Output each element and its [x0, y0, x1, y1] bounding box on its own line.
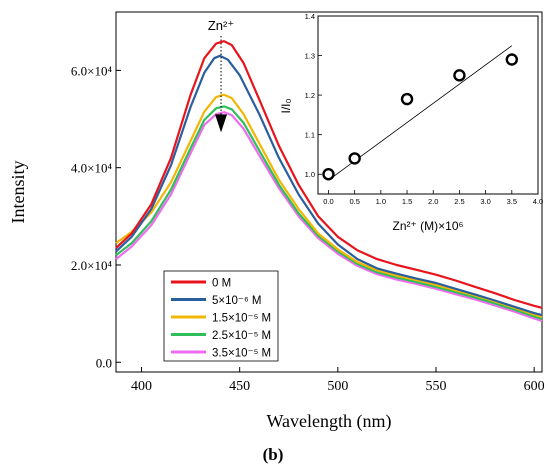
series-line-3 — [115, 105, 543, 321]
legend-label: 0 M — [212, 278, 231, 290]
inset-data-point — [322, 168, 335, 181]
inset-plot-frame — [317, 15, 539, 195]
legend-label: 5×10⁻⁶ M — [212, 295, 261, 307]
inset-y-tick-label: 1.2 — [305, 91, 315, 100]
inset-x-tick-label: 0.0 — [323, 197, 333, 206]
inset-x-tick-label: 4.0 — [533, 197, 543, 206]
inset-chart: 0.0 0.5 1.0 1.5 2.0 2.5 3.0 3.5 4.0 1.0 1.1 1.2 1.3… — [279, 12, 543, 233]
inset-data-point — [400, 92, 414, 106]
series-line-0 — [115, 40, 543, 309]
inset-data-point — [505, 53, 519, 66]
y-tick-label: 0.0 — [96, 355, 112, 370]
x-tick-label: 600 — [524, 379, 545, 394]
inset-y-axis: 1.0 1.1 1.2 1.3 1.4 — [305, 12, 322, 179]
inset-x-tick-label: 0.5 — [349, 197, 359, 206]
series-line-4 — [115, 111, 543, 322]
inset-x-tick-label: 3.5 — [507, 197, 517, 206]
inset-y-axis-title: I/I₀ — [279, 98, 293, 113]
inset-data-point — [453, 69, 466, 82]
inset-x-tick-label: 1.0 — [376, 197, 386, 206]
y-tick-label: 2.0×10⁴ — [71, 258, 113, 273]
inset-data-point — [348, 152, 361, 165]
inset-y-tick-label: 1.1 — [305, 131, 315, 140]
inset-y-tick-label: 1.4 — [305, 12, 315, 21]
y-tick-label: 4.0×10⁴ — [71, 161, 113, 176]
inset-x-tick-label: 1.5 — [402, 197, 412, 206]
inset-x-tick-label: 2.5 — [454, 197, 464, 206]
y-axis-title: Intensity — [8, 161, 28, 224]
inset-x-tick-label: 2.0 — [428, 197, 438, 206]
x-tick-label: 550 — [425, 379, 446, 394]
annotation-label: Zn²⁺ — [208, 18, 234, 33]
inset-points — [322, 53, 519, 181]
legend-label: 3.5×10⁻⁵ M — [212, 348, 271, 360]
inset-y-tick-label: 1.0 — [305, 170, 315, 179]
inset-x-axis-title: Zn²⁺ (M)×10⁶ — [393, 219, 464, 233]
inset-y-tick-label: 1.3 — [305, 52, 315, 61]
x-axis-title: Wavelength (nm) — [266, 411, 391, 432]
main-y-axis: 0.0 2.0×10⁴ 4.0×10⁴ 6.0×10⁴ — [71, 63, 121, 370]
main-series-group — [115, 40, 543, 322]
x-tick-label: 500 — [327, 379, 348, 394]
y-tick-label: 6.0×10⁴ — [71, 63, 113, 78]
arrow-down-icon — [215, 114, 228, 133]
x-tick-label: 400 — [131, 379, 152, 394]
inset-x-tick-label: 3.0 — [480, 197, 490, 206]
inset-x-axis: 0.0 0.5 1.0 1.5 2.0 2.5 3.0 3.5 4.0 — [323, 190, 543, 206]
main-x-axis: 400 450 500 550 600 — [131, 367, 545, 394]
legend-label: 1.5×10⁻⁵ M — [212, 313, 271, 325]
zn-annotation: Zn²⁺ — [208, 18, 234, 133]
figure-caption: (b) — [263, 445, 284, 464]
legend: 0 M 5×10⁻⁶ M 1.5×10⁻⁵ M 2.5×10⁻⁵ M 3.5×10⁻⁵ … — [163, 270, 279, 362]
series-line-1 — [115, 54, 543, 317]
legend-label: 2.5×10⁻⁵ M — [212, 330, 271, 342]
x-tick-label: 450 — [229, 379, 250, 394]
